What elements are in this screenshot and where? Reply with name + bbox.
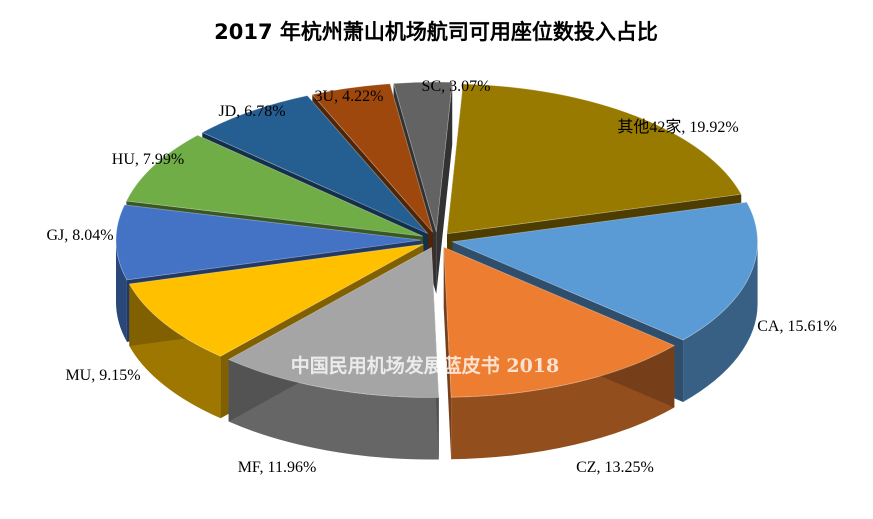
watermark-text: 中国民用机场发展蓝皮书 2018 <box>291 354 560 377</box>
slice-5-label: GJ, 8.04% <box>46 227 113 244</box>
slice-1-side-0 <box>683 241 758 403</box>
slice-3-label: MF, 11.96% <box>238 459 317 476</box>
slice-5-top <box>115 204 422 281</box>
slice-8-label: 3U, 4.22% <box>315 88 384 105</box>
slice-9-wall-1 <box>436 82 453 295</box>
slice-1-label: CA, 15.61% <box>757 318 837 335</box>
slice-9-label: SC, 3.07% <box>422 78 491 95</box>
slice-4-top <box>128 243 424 357</box>
slice-2-label: CZ, 13.25% <box>576 459 654 476</box>
slice-6-label: HU, 7.99% <box>112 151 184 168</box>
slice-7-top <box>201 95 429 234</box>
slice-2-top <box>443 246 676 398</box>
slice-0-label: 其他42家, 19.92% <box>617 118 738 136</box>
pie-tops <box>115 81 758 398</box>
slice-9-top <box>393 81 453 233</box>
slice-0-top <box>446 83 742 235</box>
slice-7-label: JD, 6.78% <box>218 103 285 120</box>
slice-4-label: MU, 9.15% <box>65 367 140 384</box>
slice-2-wall-1 <box>443 247 452 460</box>
slice-1-top <box>451 201 758 341</box>
pie-labels: 其他42家, 19.92% CA, 15.61% CZ, 13.25% MF, 11.… <box>46 78 836 476</box>
slice-5-side-0 <box>116 240 127 342</box>
slice-3-top <box>227 246 440 398</box>
slice-8-top <box>311 83 434 233</box>
chart-title: 2017 年杭州萧山机场航司可用座位数投入占比 <box>214 20 658 44</box>
slice-6-top <box>125 134 424 237</box>
